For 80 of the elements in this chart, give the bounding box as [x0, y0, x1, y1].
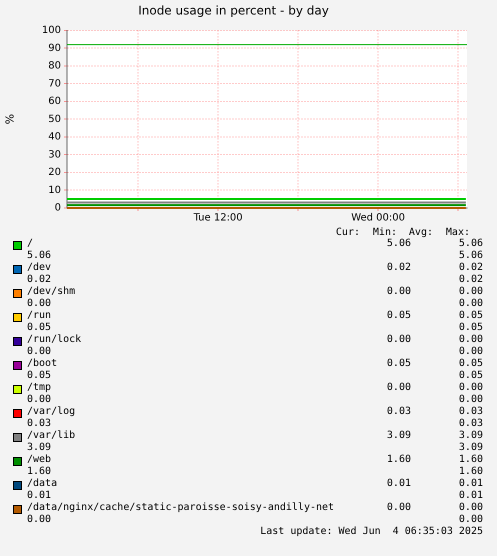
y-tick-label: 20	[48, 167, 61, 178]
x-tick-label: Wed 00:00	[351, 212, 406, 224]
text: 1.60	[386, 454, 411, 466]
legend-label: /run/lock	[27, 334, 82, 346]
text: Avg:	[408, 227, 433, 238]
text: 0.05	[386, 310, 411, 322]
y-tick-label: 90	[48, 42, 61, 54]
text: 0.01	[458, 478, 483, 490]
x-tick-label: Tue 12:00	[192, 212, 243, 224]
text: 0.05	[458, 310, 483, 322]
text: 0.00	[458, 346, 483, 358]
text: 0.05	[386, 358, 411, 370]
text: 0.05	[458, 370, 483, 382]
text: 0.00	[27, 346, 52, 358]
text: 3.09	[458, 430, 483, 442]
text: 3.09	[27, 442, 52, 454]
legend-label: /tmp	[27, 382, 52, 394]
text: 5.06	[458, 238, 483, 250]
y-tick-label: 40	[48, 132, 61, 143]
y-tick-label: 0	[54, 202, 61, 214]
text: 0.02	[458, 274, 483, 286]
text: 0.00	[27, 394, 52, 406]
legend-label: /web	[27, 454, 52, 466]
text: 5.06	[386, 238, 411, 250]
text: 0.01	[458, 490, 483, 502]
text: 0.05	[27, 370, 52, 382]
legend-label: /	[27, 238, 34, 250]
text: 0.00	[386, 334, 411, 346]
text: 0.00	[386, 286, 411, 298]
text: 5.06	[458, 250, 483, 262]
text: 0.02	[458, 262, 483, 274]
text: Min:	[372, 227, 397, 238]
y-axis-title: %	[3, 114, 16, 124]
legend-label: /run	[27, 310, 52, 322]
text: 0.00	[458, 514, 483, 526]
text: 0.01	[27, 490, 52, 502]
text: 0.05	[458, 322, 483, 334]
text: 0.03	[458, 418, 483, 430]
legend-label: /data/nginx/cache/static-paroisse-soisy-andilly-net	[27, 502, 334, 514]
text: Max:	[446, 227, 470, 238]
text: 0.03	[27, 418, 52, 430]
text: 0.00	[27, 514, 52, 526]
text: 0.02	[27, 274, 52, 286]
text: 1.60	[458, 466, 483, 478]
text: 0.00	[458, 298, 483, 310]
y-tick-label: 30	[48, 149, 61, 160]
text: 0.00	[386, 502, 411, 514]
y-tick-label: 60	[48, 96, 61, 108]
text: 0.00	[458, 286, 483, 298]
text: 0.00	[386, 382, 411, 394]
legend-label: /var/log	[27, 406, 76, 418]
chart-title: Inode usage in percent - by day	[138, 3, 329, 18]
text: 0.05	[27, 322, 52, 334]
y-tick-label: 50	[48, 114, 61, 125]
text: 0.00	[458, 394, 483, 406]
text: 0.00	[458, 382, 483, 394]
text: 5.06	[27, 250, 52, 262]
text: 0.03	[458, 406, 483, 418]
text: 1.60	[458, 454, 483, 466]
text: 0.05	[458, 358, 483, 370]
text: 0.00	[27, 298, 52, 310]
legend-label: /dev	[27, 262, 52, 274]
text: 3.09	[458, 442, 483, 454]
legend-label: /data	[27, 478, 58, 490]
legend-label: /dev/shm	[27, 286, 76, 298]
text: 3.09	[386, 430, 411, 442]
y-tick-label: 80	[48, 60, 61, 72]
text: 1.60	[27, 466, 52, 478]
text: 0.01	[386, 478, 411, 490]
text: Cur:	[336, 227, 360, 239]
y-tick-label: 70	[48, 78, 61, 90]
y-tick-label: 100	[42, 24, 61, 36]
text: 0.00	[458, 334, 483, 346]
legend-label: /boot	[27, 358, 58, 370]
text: Last update: Wed Jun 4 06:35:03 2025	[260, 526, 483, 538]
text: 0.03	[386, 406, 411, 418]
text: 0.00	[458, 502, 483, 514]
text: 0.02	[386, 262, 411, 274]
y-tick-label: 10	[48, 184, 61, 196]
legend-label: /var/lib	[27, 430, 76, 442]
